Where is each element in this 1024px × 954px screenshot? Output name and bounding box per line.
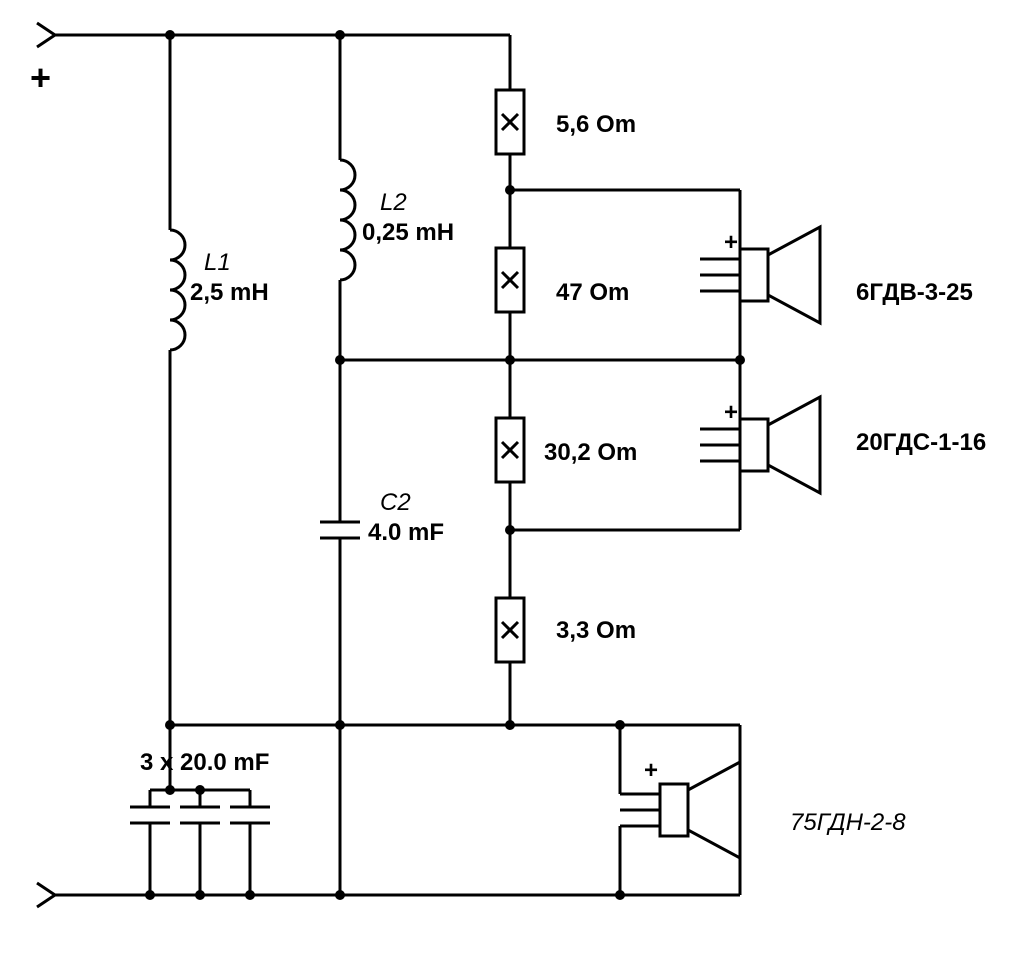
inductor-L1 xyxy=(170,230,185,350)
R4-value: 3,3 Om xyxy=(556,617,636,644)
R3-value: 30,2 Om xyxy=(544,439,637,466)
cap-bank-label: 3 x 20.0 mF xyxy=(140,749,269,776)
capacitor-C2 xyxy=(320,522,360,538)
speaker-woofer xyxy=(620,762,740,858)
input-terminal-positive xyxy=(37,23,55,47)
R2-value: 47 Om xyxy=(556,279,629,306)
resistor-R4 xyxy=(496,598,524,662)
C2-ref: C2 xyxy=(380,489,411,516)
L1-ref: L1 xyxy=(204,249,231,276)
midrange-polarity: + xyxy=(724,399,738,426)
woofer-label: 75ГДН-2-8 xyxy=(790,809,906,836)
R1-value: 5,6 Om xyxy=(556,111,636,138)
L2-ref: L2 xyxy=(380,189,407,216)
resistor-R2 xyxy=(496,248,524,312)
tweeter-polarity: + xyxy=(724,229,738,256)
crossover-schematic: + 3 x 20.0 mF L1 2,5 mH L2 0 xyxy=(0,0,1024,954)
input-plus-label: + xyxy=(30,57,51,98)
woofer-polarity: + xyxy=(644,757,658,784)
C2-value: 4.0 mF xyxy=(368,519,444,546)
speaker-midrange xyxy=(700,397,820,493)
L2-value: 0,25 mH xyxy=(362,219,454,246)
midrange-label: 20ГДС-1-16 xyxy=(856,429,986,456)
input-terminal-negative xyxy=(37,883,55,907)
inductor-L2 xyxy=(340,160,355,280)
speaker-tweeter xyxy=(700,227,820,323)
resistor-R1 xyxy=(496,90,524,154)
L1-value: 2,5 mH xyxy=(190,279,269,306)
capacitor-bank-c1 xyxy=(130,790,270,895)
tweeter-label: 6ГДВ-3-25 xyxy=(856,279,973,306)
resistor-R3 xyxy=(496,418,524,482)
